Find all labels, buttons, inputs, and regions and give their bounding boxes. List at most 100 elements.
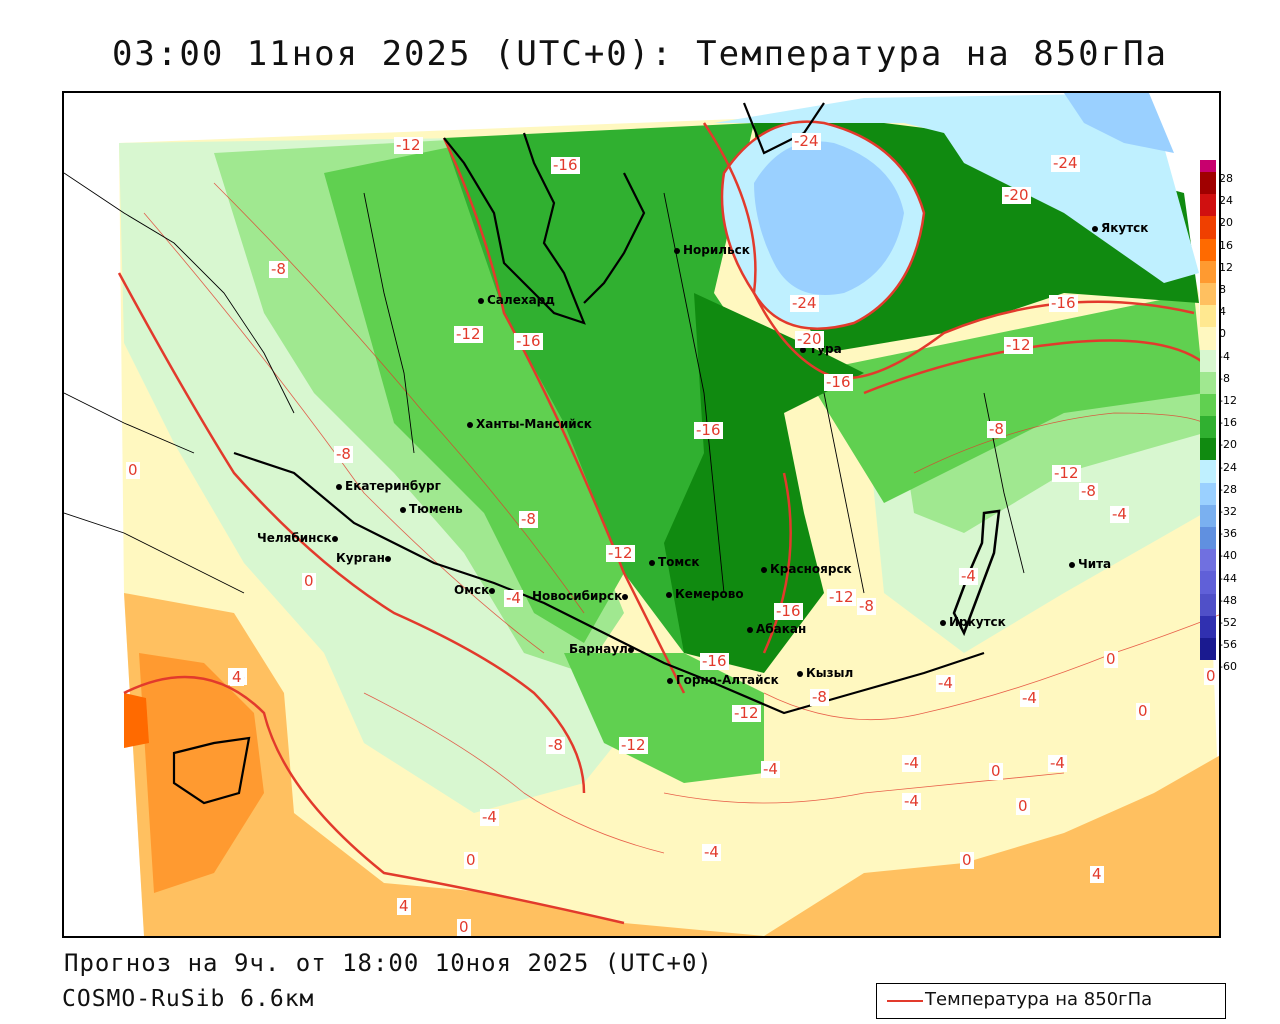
contour-label: -20 [1002, 186, 1031, 204]
colorbar-tick-label: -60 [1219, 660, 1237, 674]
city-dot-icon [467, 421, 473, 428]
colorbar-segment [1200, 393, 1216, 417]
city-dot-icon [1069, 561, 1075, 568]
colorbar-segment [1200, 504, 1216, 527]
colorbar-tick-label: 4 [1219, 305, 1226, 319]
contour-label: -12 [827, 588, 856, 606]
city-yekaterinburg: Екатеринбург [336, 479, 441, 493]
city-salekhard: Салехард [478, 293, 555, 307]
colorbar-tick-label: -24 [1219, 460, 1237, 474]
contour-label: -20 [795, 330, 824, 348]
city-kemerovo: Кемерово [666, 587, 744, 601]
colorbar-segment [1200, 549, 1216, 572]
city-dot-icon [622, 593, 629, 600]
contour-label: 0 [989, 762, 1003, 780]
contour-label: 4 [397, 897, 411, 915]
city-dot-icon [331, 535, 338, 542]
colorbar-segment [1200, 238, 1216, 261]
city-khanty-mansiysk: Ханты-Мансийск [467, 417, 592, 431]
contour-label: 0 [1016, 797, 1030, 815]
colorbar-tick-label: -36 [1219, 527, 1237, 541]
contour-label: -16 [700, 652, 729, 670]
contour-label: -4 [959, 567, 978, 585]
colorbar-segment [1200, 482, 1216, 505]
colorbar-segment [1200, 371, 1216, 394]
colorbar-segment [1200, 305, 1216, 328]
city-norilsk: Норильск [674, 243, 750, 257]
colorbar-tick-label: -48 [1219, 593, 1237, 607]
contour-label: -4 [936, 674, 955, 692]
city-chelyabinsk: Челябинск [257, 531, 341, 545]
colorbar-segment [1200, 593, 1216, 616]
city-dot-icon [747, 626, 753, 633]
contour-label: -8 [857, 597, 876, 615]
colorbar-tick-label: 16 [1219, 238, 1233, 252]
city-yakutsk: Якутск [1092, 221, 1148, 235]
contour-label: -12 [454, 325, 483, 343]
legend-box: Температура на 850гПа [876, 983, 1226, 1019]
city-dot-icon [478, 297, 484, 304]
contour-label: 0 [1136, 702, 1150, 720]
colorbar-segment [1200, 637, 1216, 661]
city-kyzyl: Кызыл [797, 666, 853, 680]
contour-label: -4 [1110, 505, 1129, 523]
colorbar-tick-label: 20 [1219, 216, 1233, 230]
contour-label: -12 [619, 736, 648, 754]
colorbar-tick-label: -56 [1219, 638, 1237, 652]
colorbar-segment [1200, 416, 1216, 439]
contour-label: 0 [1204, 667, 1218, 685]
city-kurgan: Курган [336, 551, 394, 565]
colorbar-segment [1200, 160, 1216, 172]
colorbar-segment [1200, 571, 1216, 594]
contour-label: -12 [394, 136, 423, 154]
legend-label: Температура на 850гПа [925, 989, 1153, 1010]
colorbar-segment [1200, 216, 1216, 239]
contour-label: -8 [334, 445, 353, 463]
contour-label: 0 [464, 851, 478, 869]
city-tyumen: Тюмень [400, 502, 463, 516]
contour-label: -24 [792, 132, 821, 150]
city-tomsk: Томск [649, 555, 700, 569]
colorbar-segment [1200, 327, 1216, 350]
contour-label: -8 [810, 688, 829, 706]
city-dot-icon [800, 346, 806, 353]
colorbar-segment [1200, 349, 1216, 372]
contour-label: 0 [1104, 650, 1118, 668]
contour-label: 4 [230, 668, 244, 686]
city-dot-icon [400, 506, 406, 513]
contour-label: 0 [960, 851, 974, 869]
colorbar-tick-label: 28 [1219, 172, 1233, 185]
city-dot-icon [649, 559, 655, 566]
city-krasnoyarsk: Красноярск [761, 562, 852, 576]
contour-label: -4 [1048, 754, 1067, 772]
contour-label: -16 [694, 421, 723, 439]
city-dot-icon [667, 677, 673, 684]
contour-label: -8 [519, 510, 538, 528]
contour-label: -4 [902, 792, 921, 810]
city-novosibirsk: Новосибирск [532, 589, 631, 603]
contour-label: -12 [1004, 336, 1033, 354]
colorbar-tick-label: -8 [1219, 371, 1230, 385]
city-omsk: Омск [454, 583, 498, 597]
colorbar-tick-label: -40 [1219, 549, 1237, 563]
city-irkutsk: Иркутск [940, 615, 1006, 629]
contour-label: -12 [1052, 464, 1081, 482]
colorbar-segment [1200, 194, 1216, 217]
contour-label: 0 [457, 918, 471, 936]
colorbar-tick-label: -52 [1219, 616, 1237, 629]
colorbar-tick-label: -12 [1219, 394, 1237, 407]
contour-label: 4 [1090, 865, 1104, 883]
colorbar-tick-label: -20 [1219, 438, 1237, 452]
contour-label: -16 [824, 373, 853, 391]
contour-label: -4 [1020, 689, 1039, 707]
contour-label: -4 [702, 843, 721, 861]
contour-label: -24 [790, 294, 819, 312]
temperature-colorbar [1200, 160, 1216, 661]
colorbar-tick-label: 24 [1219, 194, 1233, 208]
contour-label: -24 [1051, 154, 1080, 172]
forecast-info: Прогноз на 9ч. от 18:00 10ноя 2025 (UTC+… [64, 949, 713, 977]
city-chita: Чита [1069, 557, 1111, 571]
city-dot-icon [384, 555, 391, 562]
contour-label: -8 [987, 420, 1006, 438]
colorbar-tick-label: -16 [1219, 416, 1237, 430]
